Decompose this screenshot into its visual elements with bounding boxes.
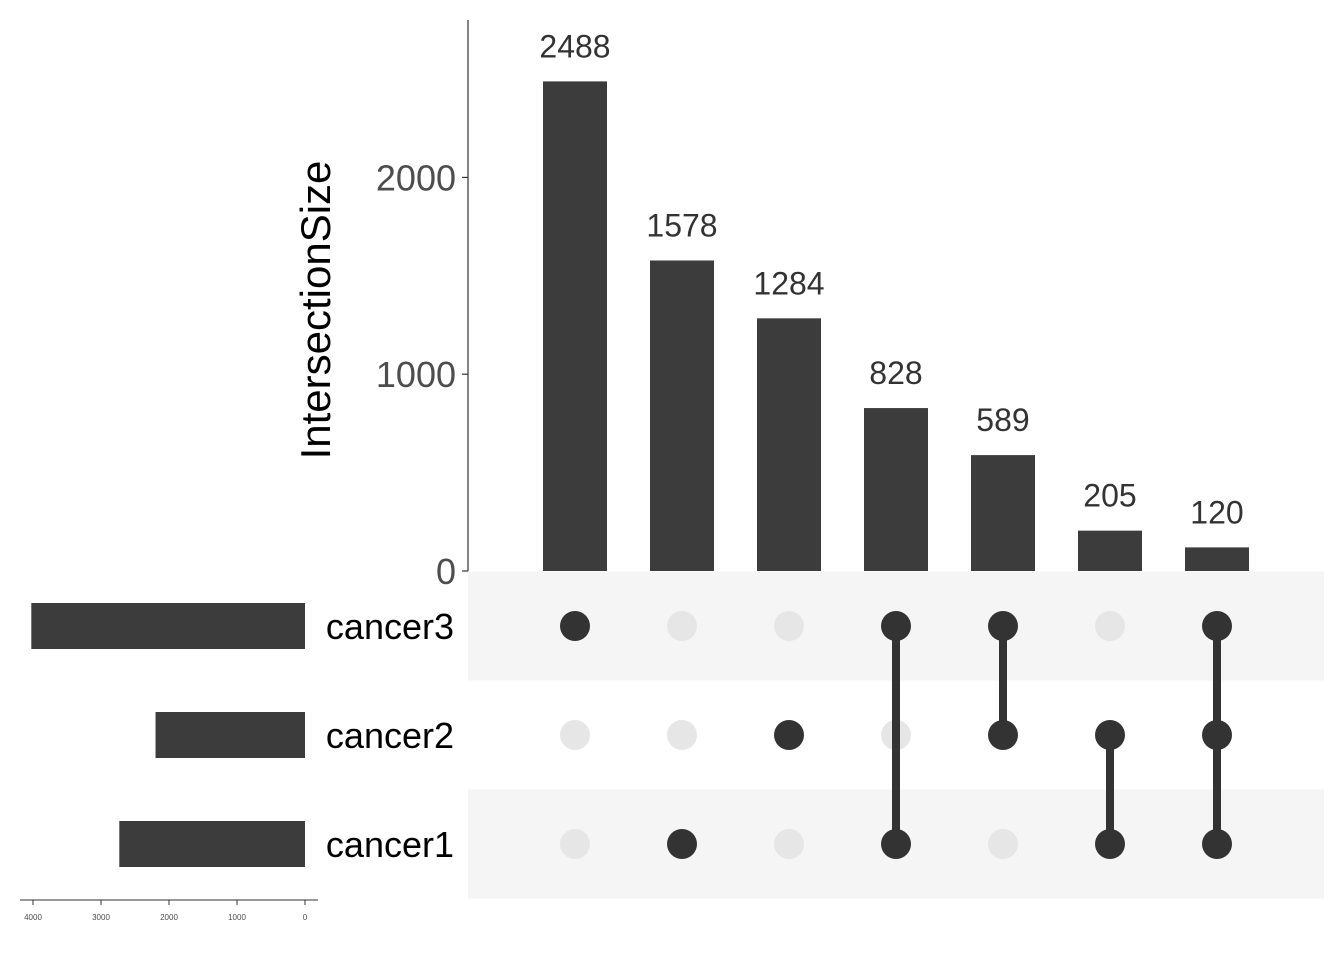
matrix-dot-active [1202,611,1232,641]
intersection-bar [543,81,607,571]
x-tick-label: 4000 [24,913,42,922]
matrix-dot-active [1202,720,1232,750]
intersection-value-label: 1578 [646,207,717,243]
matrix-dot-active [881,611,911,641]
y-tick-label: 1000 [376,354,456,395]
intersection-bar [864,408,928,571]
matrix-dot-inactive [774,611,804,641]
x-tick-label: 1000 [228,913,246,922]
matrix-dot-active [881,829,911,859]
set-size-bars [31,603,306,867]
set-name-label: cancer1 [326,824,454,865]
x-tick-label: 0 [303,913,308,922]
matrix-dot-active [988,611,1018,641]
matrix-dot-active [667,829,697,859]
intersection-value-label: 1284 [753,265,824,301]
set-name-label: cancer3 [326,606,454,647]
matrix-dot-inactive [560,829,590,859]
intersection-value-label: 2488 [539,28,610,64]
set-size-bar [31,603,306,649]
intersection-bar [971,455,1035,571]
intersection-size-axis: 0 1000 2000 [376,20,469,592]
set-size-axis: 4000 3000 2000 1000 0 [20,899,318,922]
matrix-dot-inactive [667,611,697,641]
intersection-value-label: 589 [976,402,1029,438]
set-names: cancer3 cancer2 cancer1 [326,606,454,865]
set-size-bar [119,821,306,867]
intersection-bar [1185,547,1249,571]
intersection-matrix [560,611,1232,859]
matrix-dot-inactive [560,720,590,750]
matrix-dot-active [988,720,1018,750]
intersection-value-label: 120 [1190,494,1243,530]
intersection-bar [757,318,821,571]
matrix-dot-inactive [667,720,697,750]
matrix-dot-active [1095,829,1125,859]
intersection-bar [650,260,714,571]
matrix-dot-inactive [1095,611,1125,641]
set-size-bar [155,712,305,758]
matrix-dot-inactive [774,829,804,859]
intersection-bar [1078,530,1142,571]
set-name-label: cancer2 [326,715,454,756]
y-axis-title: IntersectionSize [292,161,339,460]
matrix-dot-inactive [988,829,1018,859]
matrix-dot-active [1202,829,1232,859]
intersection-value-label: 828 [869,355,922,391]
y-tick-label: 2000 [376,157,456,198]
x-tick-label: 2000 [160,913,178,922]
matrix-dot-active [1095,720,1125,750]
matrix-dot-active [774,720,804,750]
intersection-value-label: 205 [1083,478,1136,514]
intersection-value-labels: 2488 1578 1284 828 589 205 120 [539,28,1243,530]
x-tick-label: 3000 [92,913,110,922]
y-tick-label: 0 [436,551,456,592]
matrix-dot-active [560,611,590,641]
intersection-bars [543,81,1249,571]
